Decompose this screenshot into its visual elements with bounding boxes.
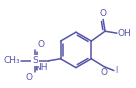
Text: O: O (101, 68, 108, 77)
Text: OH: OH (118, 29, 132, 38)
Text: CH₃: CH₃ (4, 56, 20, 65)
Text: O: O (38, 40, 45, 49)
Text: S: S (32, 56, 38, 65)
Text: O: O (100, 9, 107, 18)
Text: O: O (25, 73, 32, 82)
Text: NH: NH (34, 63, 48, 72)
Text: I: I (115, 66, 117, 75)
